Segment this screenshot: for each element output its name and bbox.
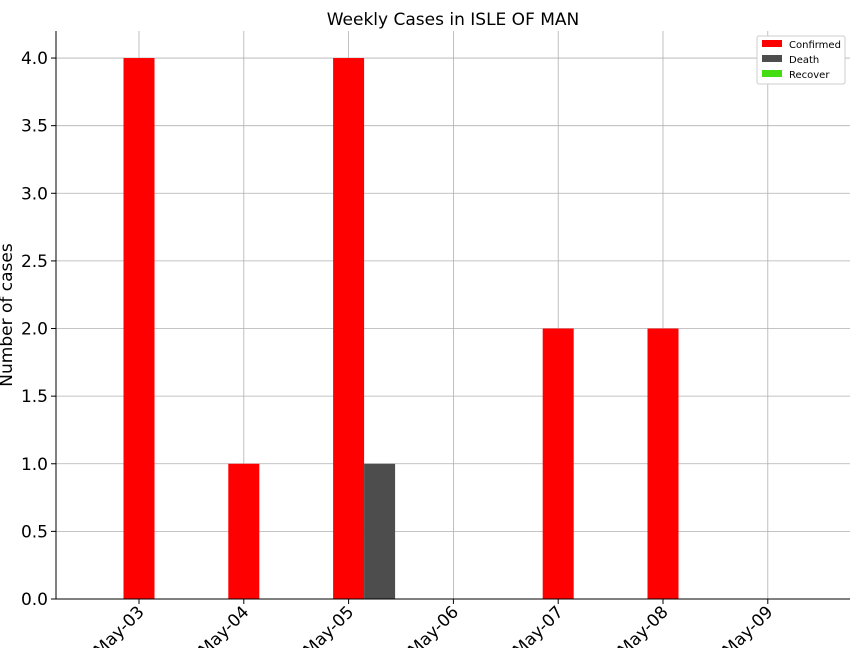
y-tick-label: 2.0 bbox=[21, 320, 48, 340]
bars bbox=[123, 58, 679, 600]
bar-death bbox=[364, 463, 396, 599]
y-tick-label: 4.0 bbox=[21, 49, 48, 69]
bar-confirmed bbox=[333, 58, 365, 600]
y-tick-label: 0.5 bbox=[21, 522, 48, 542]
legend: Confirmed Death Recover bbox=[756, 35, 846, 85]
y-tick-label: 3.0 bbox=[21, 184, 48, 204]
bar-confirmed bbox=[542, 328, 574, 599]
axes bbox=[51, 31, 850, 604]
legend-label: Recover bbox=[789, 70, 830, 81]
bar-confirmed bbox=[647, 328, 679, 599]
chart-title: Weekly Cases in ISLE OF MAN bbox=[327, 10, 580, 30]
legend-swatch bbox=[762, 55, 782, 62]
x-tick-label: May-05 bbox=[300, 602, 358, 648]
x-tick-label: May-07 bbox=[509, 602, 567, 648]
y-tick-label: 3.5 bbox=[21, 117, 48, 137]
x-tick-label: May-03 bbox=[90, 602, 148, 648]
bar-confirmed bbox=[228, 463, 260, 599]
grid bbox=[56, 31, 850, 600]
x-tick-label: May-04 bbox=[195, 602, 253, 648]
legend-swatch bbox=[762, 40, 782, 47]
legend-label: Confirmed bbox=[789, 40, 841, 51]
x-tick-label: May-06 bbox=[405, 602, 463, 648]
y-tick-label: 2.5 bbox=[21, 252, 48, 272]
bar-confirmed bbox=[123, 58, 155, 600]
x-tick-label: May-08 bbox=[614, 602, 672, 648]
y-tick-label: 1.0 bbox=[21, 455, 48, 475]
legend-swatch bbox=[762, 70, 782, 77]
legend-label: Death bbox=[789, 55, 819, 66]
y-tick-label: 0.0 bbox=[21, 590, 48, 610]
x-tick-label: May-09 bbox=[719, 602, 777, 648]
y-tick-label: 1.5 bbox=[21, 387, 48, 407]
y-axis-label: Number of cases bbox=[0, 243, 17, 387]
